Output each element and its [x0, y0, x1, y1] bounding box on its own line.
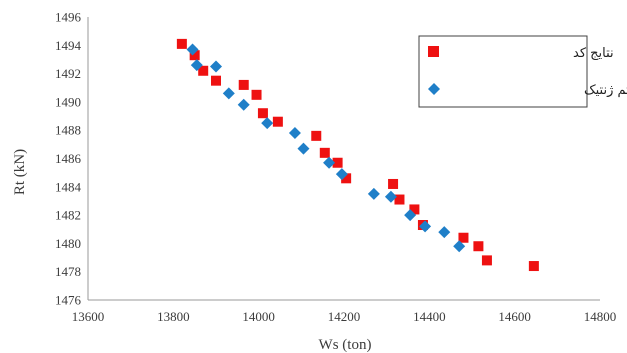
legend-label-genetic-results: نتایج الگوریتم ژنتیک	[584, 82, 627, 98]
code-result-point	[481, 255, 492, 266]
x-tick-label: 14600	[498, 309, 531, 324]
genetic-algorithm-point	[261, 117, 274, 130]
code-result-point	[211, 75, 221, 86]
genetic-algorithm-point	[186, 43, 199, 56]
code-result-point	[458, 232, 469, 243]
code-result-point	[473, 241, 484, 252]
legend-diamond-marker	[428, 83, 440, 95]
genetic-algorithm-point	[288, 127, 301, 140]
genetic-algorithm-point	[210, 60, 222, 73]
code-result-point	[319, 147, 330, 158]
code-result-point	[394, 194, 405, 205]
code-result-point	[189, 50, 200, 61]
genetic-algorithm-point	[323, 156, 336, 169]
code-result-point	[311, 130, 322, 141]
genetic-algorithm-point	[419, 220, 432, 233]
legend-square-marker	[428, 46, 439, 57]
y-tick-label: 1496	[55, 10, 82, 25]
x-tick-label: 14200	[328, 309, 361, 324]
code-result-point	[409, 204, 420, 215]
code-result-point	[238, 79, 249, 90]
code-result-point	[341, 173, 352, 184]
genetic-algorithm-point	[453, 240, 466, 253]
genetic-algorithm-point	[222, 87, 235, 100]
y-tick-label: 1494	[55, 38, 82, 53]
code-result-point	[257, 108, 268, 119]
y-tick-label: 1480	[55, 236, 81, 251]
genetic-algorithm-point	[404, 209, 417, 222]
code-result-point	[272, 116, 283, 127]
y-tick-label: 1482	[55, 208, 81, 223]
x-tick-label: 13800	[157, 309, 190, 324]
genetic-algorithm-point	[237, 98, 250, 111]
genetic-algorithm-point	[190, 59, 203, 72]
y-tick-label: 1486	[55, 151, 82, 166]
code-result-point	[176, 38, 187, 49]
code-result-point	[528, 261, 539, 272]
legend-label-code-results: نتایج کد	[573, 46, 614, 61]
code-result-point	[198, 65, 209, 76]
plot-axes	[87, 17, 600, 301]
x-tick-label: 14400	[413, 309, 446, 324]
y-tick-label: 1488	[55, 123, 81, 138]
x-tick-label: 14800	[584, 309, 617, 324]
y-tick-label: 1490	[55, 94, 81, 109]
x-tick-labels: 13600 13800 14000 14200 14400 14600 14800	[72, 309, 617, 324]
x-axis-title: Ws (ton)	[319, 337, 372, 353]
data-points	[176, 38, 539, 272]
genetic-algorithm-point	[297, 142, 310, 155]
genetic-algorithm-point	[384, 190, 397, 203]
legend-entry-genetic-results: نتایج الگوریتم ژنتیک	[428, 82, 627, 98]
code-result-point	[388, 178, 399, 189]
genetic-algorithm-point	[335, 168, 348, 181]
legend-box	[418, 35, 588, 108]
y-axis-title: Rt (kN)	[12, 149, 28, 195]
x-tick-label: 14000	[242, 309, 275, 324]
legend: نتایج کد نتایج الگوریتم ژنتیک	[418, 35, 627, 108]
code-result-point	[251, 89, 262, 100]
x-tick-label: 13600	[72, 309, 105, 324]
genetic-algorithm-point	[367, 187, 380, 200]
y-tick-label: 1476	[55, 293, 82, 308]
y-tick-label: 1484	[55, 179, 82, 194]
y-tick-label: 1478	[55, 264, 81, 279]
legend-entry-code-results: نتایج کد	[428, 46, 614, 61]
genetic-algorithm-point	[438, 226, 451, 239]
y-tick-label: 1492	[55, 66, 81, 81]
code-result-point	[332, 157, 343, 168]
y-tick-labels: 1476 1478 1480 1482 1484 1486 1488 1490 1492 1494…	[55, 10, 82, 308]
